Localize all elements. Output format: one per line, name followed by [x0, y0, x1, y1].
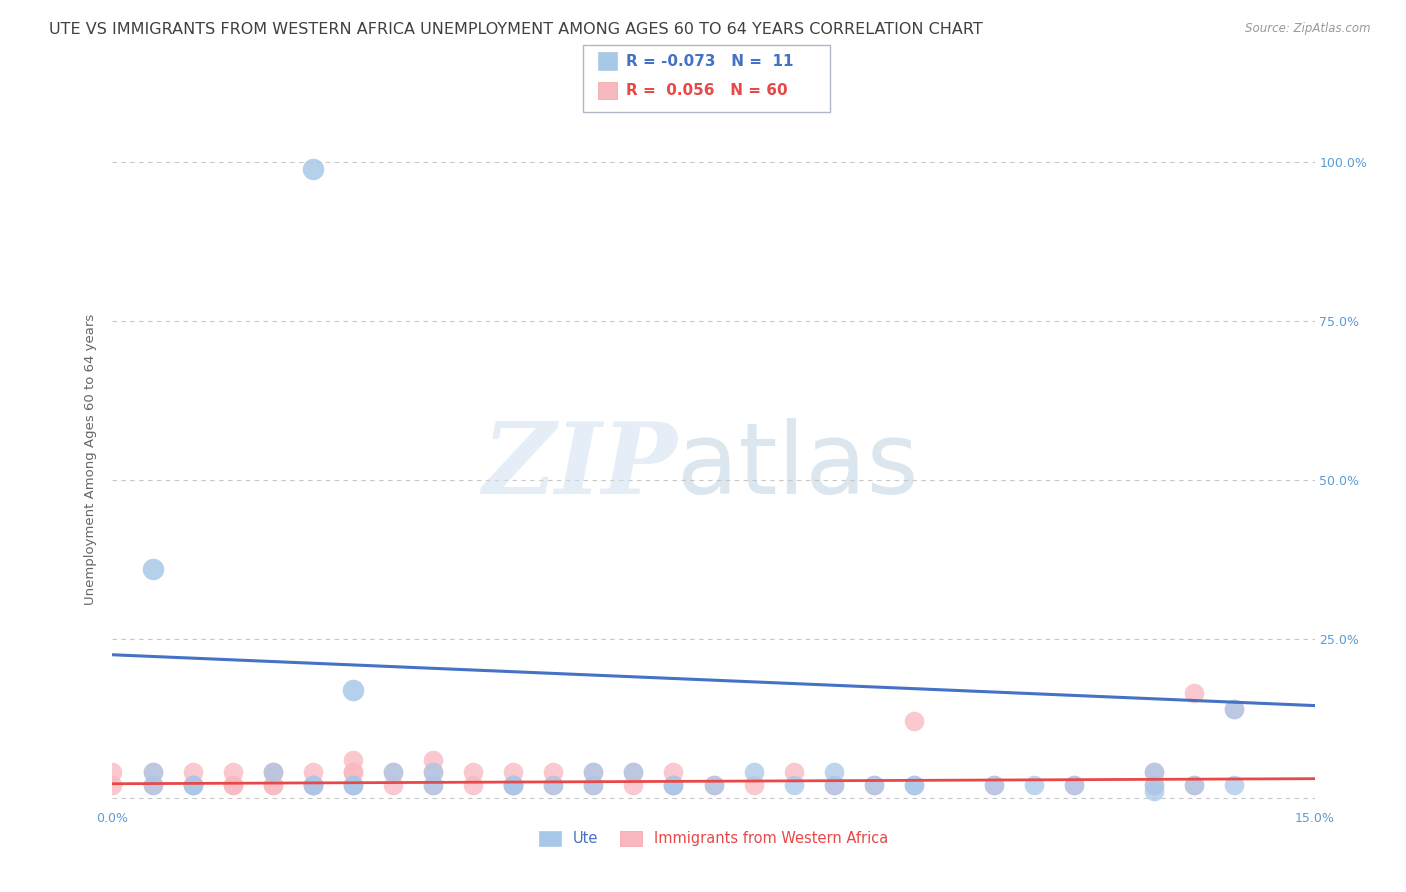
- Point: [342, 778, 364, 792]
- Point: [1143, 778, 1166, 792]
- Point: [1143, 765, 1166, 780]
- Point: [1223, 702, 1246, 716]
- Point: [1143, 765, 1166, 780]
- Point: [703, 778, 725, 792]
- Point: [783, 778, 806, 792]
- Point: [903, 778, 925, 792]
- Point: [342, 778, 364, 792]
- Point: [742, 765, 765, 780]
- Point: [382, 778, 405, 792]
- Text: R = -0.073   N =  11: R = -0.073 N = 11: [626, 54, 793, 69]
- Point: [382, 765, 405, 780]
- Point: [382, 765, 405, 780]
- Point: [983, 778, 1005, 792]
- Point: [903, 714, 925, 729]
- Point: [1143, 784, 1166, 798]
- Point: [342, 753, 364, 767]
- Point: [422, 765, 444, 780]
- Point: [543, 778, 565, 792]
- Point: [502, 778, 524, 792]
- Point: [783, 765, 806, 780]
- Point: [623, 765, 645, 780]
- Point: [863, 778, 886, 792]
- Point: [342, 765, 364, 780]
- Text: R =  0.056   N = 60: R = 0.056 N = 60: [626, 83, 787, 98]
- Point: [543, 765, 565, 780]
- Point: [181, 778, 204, 792]
- Point: [101, 765, 124, 780]
- Point: [422, 765, 444, 780]
- Point: [222, 765, 245, 780]
- Point: [342, 778, 364, 792]
- Point: [262, 765, 284, 780]
- Point: [262, 778, 284, 792]
- Point: [141, 765, 165, 780]
- Point: [662, 765, 685, 780]
- Point: [181, 778, 204, 792]
- Point: [141, 778, 165, 792]
- Point: [502, 765, 524, 780]
- Point: [302, 778, 325, 792]
- Point: [582, 765, 605, 780]
- Point: [502, 778, 524, 792]
- Point: [582, 778, 605, 792]
- Point: [1063, 778, 1085, 792]
- Point: [422, 778, 444, 792]
- Text: UTE VS IMMIGRANTS FROM WESTERN AFRICA UNEMPLOYMENT AMONG AGES 60 TO 64 YEARS COR: UTE VS IMMIGRANTS FROM WESTERN AFRICA UN…: [49, 22, 983, 37]
- Point: [141, 778, 165, 792]
- Text: atlas: atlas: [678, 417, 920, 515]
- Point: [342, 765, 364, 780]
- Point: [302, 778, 325, 792]
- Point: [662, 778, 685, 792]
- Point: [461, 778, 484, 792]
- Point: [302, 778, 325, 792]
- Point: [181, 778, 204, 792]
- Point: [262, 765, 284, 780]
- Point: [181, 765, 204, 780]
- Point: [302, 778, 325, 792]
- Point: [342, 682, 364, 697]
- Point: [1024, 778, 1046, 792]
- Point: [823, 778, 845, 792]
- Point: [582, 765, 605, 780]
- Point: [903, 778, 925, 792]
- Point: [662, 778, 685, 792]
- Point: [1223, 778, 1246, 792]
- Legend: Ute, Immigrants from Western Africa: Ute, Immigrants from Western Africa: [533, 825, 894, 852]
- Point: [302, 765, 325, 780]
- Text: ZIP: ZIP: [482, 418, 678, 515]
- Point: [422, 778, 444, 792]
- Text: Source: ZipAtlas.com: Source: ZipAtlas.com: [1246, 22, 1371, 36]
- Point: [461, 765, 484, 780]
- Point: [742, 778, 765, 792]
- Point: [1184, 778, 1206, 792]
- Point: [623, 765, 645, 780]
- Point: [823, 765, 845, 780]
- Y-axis label: Unemployment Among Ages 60 to 64 years: Unemployment Among Ages 60 to 64 years: [83, 314, 97, 605]
- Point: [662, 778, 685, 792]
- Point: [422, 753, 444, 767]
- Point: [502, 778, 524, 792]
- Point: [703, 778, 725, 792]
- Point: [262, 778, 284, 792]
- Point: [1143, 778, 1166, 792]
- Point: [222, 778, 245, 792]
- Point: [141, 562, 165, 576]
- Point: [543, 778, 565, 792]
- Point: [823, 778, 845, 792]
- Point: [863, 778, 886, 792]
- Point: [1063, 778, 1085, 792]
- Point: [502, 778, 524, 792]
- Point: [1184, 778, 1206, 792]
- Point: [983, 778, 1005, 792]
- Point: [222, 778, 245, 792]
- Point: [1184, 686, 1206, 700]
- Point: [582, 778, 605, 792]
- Point: [101, 778, 124, 792]
- Point: [141, 765, 165, 780]
- Point: [623, 778, 645, 792]
- Point: [262, 765, 284, 780]
- Point: [302, 161, 325, 176]
- Point: [1223, 702, 1246, 716]
